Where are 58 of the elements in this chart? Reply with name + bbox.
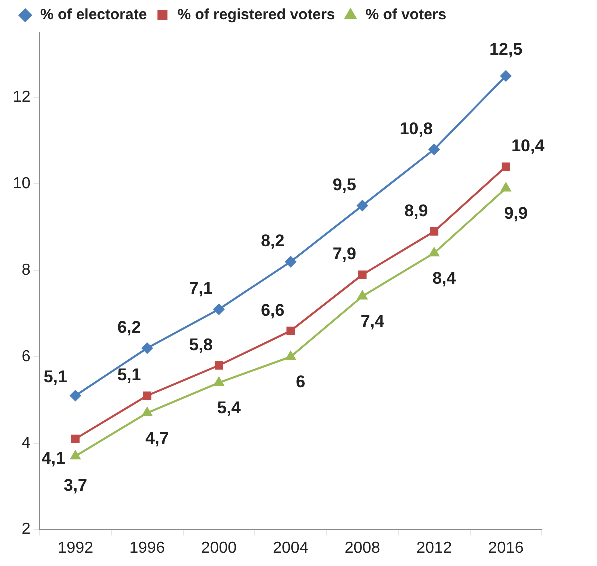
x-tick-label: 2016 (488, 540, 524, 557)
data-label: 8,9 (404, 201, 428, 220)
x-tick-label: 2000 (201, 540, 238, 557)
x-tick-label: 1996 (130, 540, 166, 557)
data-label: 5,4 (217, 398, 242, 418)
legend-label: % of electorate (40, 6, 148, 24)
data-label: 12,5 (490, 40, 523, 59)
y-tick-label: 12 (13, 89, 31, 106)
point (70, 450, 81, 460)
data-label: 6,2 (118, 318, 142, 338)
y-tick-label: 10 (13, 176, 31, 193)
x-tick-label: 2008 (344, 540, 381, 557)
x-tick-label: 2012 (416, 540, 452, 557)
data-label: 8,4 (432, 269, 457, 288)
point (358, 291, 368, 300)
point (429, 248, 440, 257)
point (214, 361, 224, 370)
legend-label: % of registered voters (178, 6, 336, 24)
point (142, 342, 153, 354)
point (143, 392, 152, 400)
data-label: 6 (296, 372, 306, 392)
x-tick-label: 1992 (58, 540, 94, 557)
data-label: 8,2 (261, 232, 285, 251)
point (500, 70, 512, 82)
point (286, 326, 296, 336)
data-label: 9,5 (332, 175, 356, 194)
data-label: 10,4 (512, 136, 546, 156)
point (142, 408, 152, 416)
data-label: 5,1 (118, 366, 142, 385)
data-label: 5,8 (189, 335, 213, 354)
point (71, 434, 80, 444)
legend-label: % of voters (366, 6, 447, 24)
y-tick-label: 4 (22, 434, 31, 452)
point (430, 228, 439, 236)
point (501, 183, 512, 192)
data-label: 10,8 (400, 119, 433, 138)
y-tick-label: 2 (22, 521, 31, 538)
data-label: 3,7 (64, 476, 88, 496)
point (285, 256, 296, 268)
data-label: 4,1 (42, 448, 66, 468)
data-label: 7,1 (189, 279, 213, 298)
data-label: 6,6 (261, 300, 285, 320)
data-label: 4,7 (146, 428, 170, 448)
data-label: 7,9 (332, 244, 356, 264)
y-tick-label: 6 (22, 348, 31, 366)
data-label: 9,9 (504, 204, 528, 224)
data-label: 5,1 (44, 368, 68, 387)
point (70, 390, 82, 402)
point (214, 377, 224, 386)
x-tick-label: 2004 (273, 540, 309, 557)
point (428, 144, 440, 156)
point (502, 162, 510, 172)
data-label: 7,4 (360, 312, 385, 332)
point (357, 200, 368, 212)
point (358, 270, 367, 280)
point (214, 304, 225, 315)
point (286, 352, 296, 360)
y-tick-label: 8 (22, 262, 31, 280)
